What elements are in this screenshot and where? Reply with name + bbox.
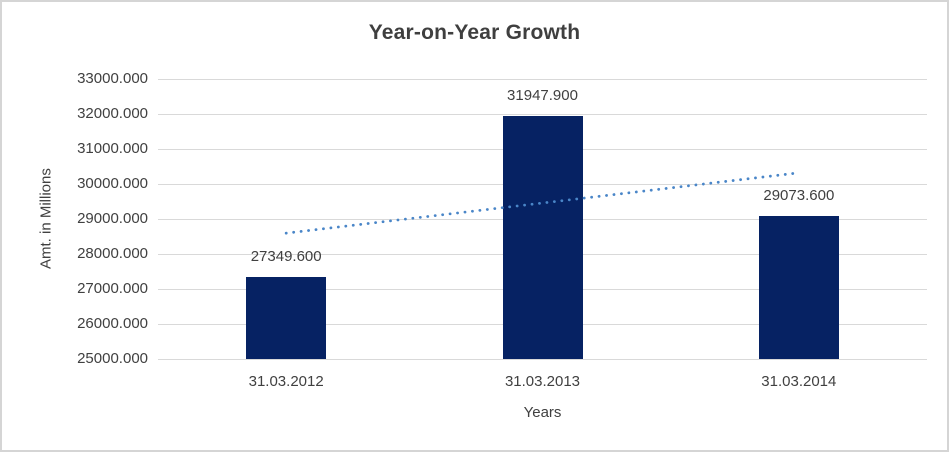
y-tick-label: 29000.000 xyxy=(77,210,148,227)
bar xyxy=(502,115,583,359)
gridline xyxy=(158,78,927,80)
bar xyxy=(758,216,839,359)
y-axis-tick-labels: 33000.000 32000.000 31000.000 30000.000 2900… xyxy=(2,70,148,367)
y-tick-label: 25000.000 xyxy=(77,350,148,367)
trendline xyxy=(284,171,801,235)
bar-data-label: 31947.900 xyxy=(507,86,578,104)
chart-title: Year-on-Year Growth xyxy=(368,21,581,44)
gridline xyxy=(158,113,927,115)
y-tick-label: 27000.000 xyxy=(77,280,148,297)
x-tick-label: 31.03.2013 xyxy=(504,373,581,390)
y-tick-label: 28000.000 xyxy=(77,245,148,262)
trendline-path xyxy=(284,171,801,235)
bar-data-label: 29073.600 xyxy=(763,187,835,205)
x-axis-title: Years xyxy=(523,404,562,421)
x-tick-label: 31.03.2012 xyxy=(248,373,324,390)
y-tick-label: 31000.000 xyxy=(77,140,148,157)
y-tick-label: 33000.000 xyxy=(77,70,148,87)
plot-area: 27349.600 31947.900 29073.600 xyxy=(158,78,927,360)
gridline xyxy=(158,358,927,360)
bar xyxy=(246,276,327,359)
bar-data-label: 27349.600 xyxy=(250,247,322,265)
x-tick-label: 31.03.2014 xyxy=(761,373,837,390)
y-tick-label: 30000.000 xyxy=(77,175,148,192)
y-tick-label: 26000.000 xyxy=(77,315,148,332)
y-tick-label: 32000.000 xyxy=(77,105,148,122)
